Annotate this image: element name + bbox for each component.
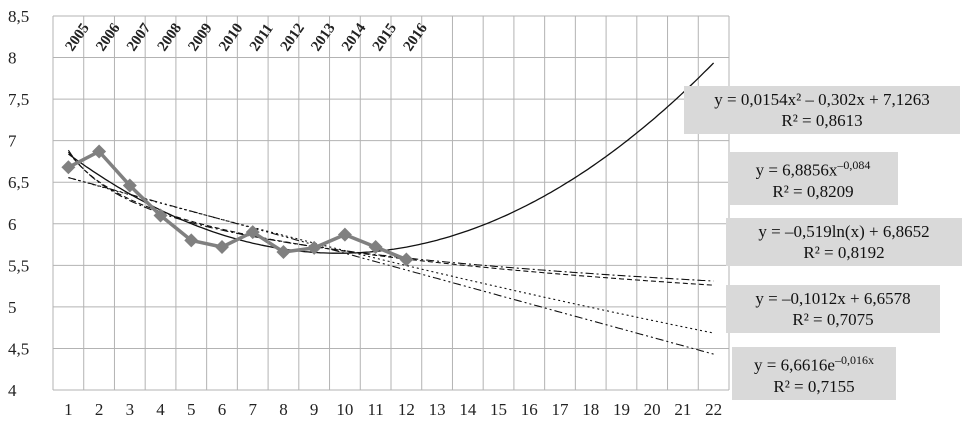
- y-tick-label: 5,5: [8, 256, 29, 275]
- x-tick-label: 19: [613, 400, 630, 419]
- year-label: 2016: [401, 20, 432, 54]
- year-label: 2008: [155, 21, 185, 55]
- x-tick-label: 10: [336, 400, 353, 419]
- x-tick-label: 5: [187, 400, 196, 419]
- equation-polynomial: y = 0,0154x² – 0,302x + 7,1263 R² = 0,86…: [684, 86, 960, 134]
- equation-exponential-r2: R² = 0,7155: [773, 376, 855, 396]
- equation-linear-r2: R² = 0,7075: [792, 310, 874, 329]
- year-label: 2010: [216, 21, 246, 55]
- data-point-marker: [337, 227, 352, 242]
- year-label: 2007: [124, 20, 155, 54]
- equation-logarithmic-formula: y = –0,519ln(x) + 6,8652: [758, 222, 930, 241]
- x-tick-label: 9: [310, 400, 319, 419]
- equation-polynomial-formula: y = 0,0154x² – 0,302x + 7,1263: [714, 90, 930, 109]
- trendline-power: [67, 149, 714, 282]
- data-point-marker: [368, 240, 383, 255]
- x-tick-label: 1: [64, 400, 73, 419]
- series-line: [67, 149, 408, 262]
- y-tick-label: 6: [8, 215, 17, 234]
- y-tick-label: 7,5: [8, 90, 29, 109]
- equation-power-r2: R² = 0,8209: [772, 181, 854, 201]
- year-label: 2011: [247, 21, 277, 54]
- trendline-polynomial: [68, 62, 715, 254]
- y-tick-label: 4: [8, 381, 17, 400]
- x-tick-label: 12: [398, 400, 415, 419]
- equation-logarithmic-r2: R² = 0,8192: [803, 243, 885, 262]
- year-label: 2009: [185, 21, 215, 55]
- equation-exponential: y = 6,6616e–0,016x R² = 0,7155: [732, 347, 896, 400]
- data-point-marker: [399, 252, 414, 267]
- data-point-marker: [276, 245, 291, 260]
- data-point-marker: [184, 233, 199, 248]
- x-tick-label: 2: [95, 400, 104, 419]
- trendline-logarithmic: [67, 151, 714, 286]
- y-tick-label: 8: [8, 49, 17, 68]
- x-tick-label: 20: [644, 400, 661, 419]
- y-tick-label: 5: [8, 298, 17, 317]
- x-tick-label: 6: [218, 400, 227, 419]
- data-point-marker: [61, 160, 76, 175]
- year-label: 2005: [63, 21, 93, 55]
- equation-power-formula: y = 6,8856x–0,084: [755, 158, 871, 180]
- equation-logarithmic: y = –0,519ln(x) + 6,8652 R² = 0,8192: [726, 218, 962, 266]
- grid: [52, 15, 730, 391]
- year-label: 2013: [308, 21, 338, 55]
- x-tick-label: 16: [521, 400, 538, 419]
- year-label: 2014: [339, 20, 370, 54]
- x-tick-label: 3: [126, 400, 135, 419]
- x-tick-label: 13: [429, 400, 446, 419]
- data-point-marker: [122, 178, 137, 193]
- tick-labels: 8,587,576,565,554,541 2 3 4 5 6 7 8 9 10 11 12 13 14 1…: [8, 7, 722, 419]
- y-tick-label: 6,5: [8, 173, 29, 192]
- x-tick-label: 15: [490, 400, 507, 419]
- x-tick-label: 18: [582, 400, 599, 419]
- data-point-marker: [92, 144, 107, 159]
- x-tick-label: 22: [705, 400, 722, 419]
- data-point-marker: [307, 240, 322, 255]
- year-label: 2006: [93, 20, 124, 54]
- x-tick-label: 21: [674, 400, 691, 419]
- y-tick-label: 7: [8, 132, 17, 151]
- y-tick-label: 8,5: [8, 7, 29, 26]
- equation-power: y = 6,8856x–0,084 R² = 0,8209: [728, 152, 898, 205]
- year-label: 2015: [370, 21, 400, 55]
- data-point-marker: [153, 208, 168, 223]
- data-series: [61, 144, 414, 267]
- equation-exponential-formula: y = 6,6616e–0,016x: [754, 353, 874, 375]
- equation-polynomial-r2: R² = 0,8613: [781, 111, 863, 130]
- equation-linear-formula: y = –0,1012x + 6,6578: [755, 289, 911, 308]
- x-tick-label: 8: [279, 400, 288, 419]
- x-tick-label: 14: [459, 400, 477, 419]
- x-tick-label: 11: [367, 400, 383, 419]
- y-tick-label: 4,5: [8, 339, 29, 358]
- data-point-marker: [215, 240, 229, 255]
- x-tick-label: 7: [248, 400, 257, 419]
- trendlines: [67, 62, 715, 355]
- x-tick-label: 17: [552, 400, 570, 419]
- equation-linear: y = –0,1012x + 6,6578 R² = 0,7075: [726, 285, 940, 333]
- data-point-marker: [245, 225, 260, 240]
- year-label: 2012: [278, 21, 308, 55]
- trendline-exponential: [68, 177, 714, 334]
- x-tick-label: 4: [156, 400, 165, 419]
